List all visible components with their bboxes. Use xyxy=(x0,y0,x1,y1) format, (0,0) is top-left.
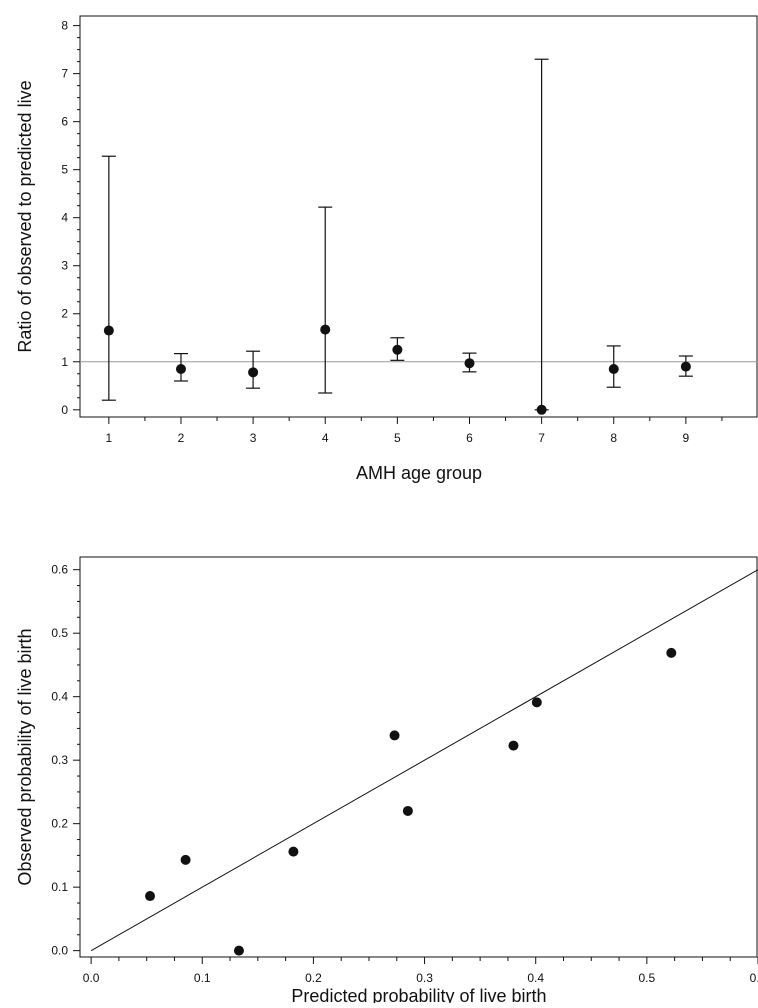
calibration-point xyxy=(508,740,519,751)
ratio-point xyxy=(175,363,186,374)
calibration-x-tick-label: 0.1 xyxy=(194,971,211,985)
calibration-x-tick-label: 0.4 xyxy=(527,971,544,985)
ratio-point xyxy=(464,358,475,369)
ratio-y-tick-label: 4 xyxy=(61,211,68,225)
calibration-point xyxy=(233,945,244,956)
calibration-point xyxy=(666,647,677,658)
calibration-point xyxy=(145,891,156,902)
ratio-x-tick-label: 8 xyxy=(610,431,617,445)
ratio-point xyxy=(103,325,114,336)
ratio-data-marks xyxy=(101,58,693,415)
calibration-point xyxy=(402,805,413,816)
ratio-chart: 0 1 2 3 4 5 6 7 8 1 2 3 4 5 6 7 8 9 AMH age group Ratio o… xyxy=(15,15,758,483)
ratio-y-tick-label: 8 xyxy=(61,19,68,33)
calibration-y-tick-label: 0.4 xyxy=(51,690,68,704)
ratio-x-tick-label: 5 xyxy=(394,431,401,445)
ratio-y-tick-label: 5 xyxy=(61,163,68,177)
ratio-x-tick-label: 6 xyxy=(466,431,473,445)
ratio-x-tick-label: 3 xyxy=(250,431,257,445)
calibration-axis-ticks: 0.0 0.1 0.2 0.3 0.4 0.5 0.6 0.0 0.1 0.2 0.3 0.4 0.5 0… xyxy=(51,563,758,985)
ratio-y-tick-label: 6 xyxy=(61,115,68,129)
calibration-y-tick-label: 0.1 xyxy=(51,880,68,894)
calibration-x-axis-title: Predicted probability of live birth xyxy=(291,986,546,1003)
ratio-y-axis-title: Ratio of observed to predicted live xyxy=(15,80,35,352)
calibration-y-tick-label: 0.6 xyxy=(51,563,68,577)
calibration-x-tick-label: 0.2 xyxy=(305,971,322,985)
ratio-point xyxy=(320,324,331,335)
ratio-y-tick-label: 2 xyxy=(61,307,68,321)
ratio-x-axis-title: AMH age group xyxy=(356,463,482,483)
calibration-x-tick-label: 0.0 xyxy=(83,971,100,985)
calibration-point xyxy=(288,846,299,857)
calibration-identity-line xyxy=(90,569,758,952)
ratio-y-tick-label: 3 xyxy=(61,259,68,273)
ratio-axis-ticks: 0 1 2 3 4 5 6 7 8 1 2 3 4 5 6 7 8 9 xyxy=(61,19,723,445)
ratio-x-tick-label: 2 xyxy=(178,431,185,445)
ratio-x-tick-label: 7 xyxy=(538,431,545,445)
ratio-y-tick-label: 0 xyxy=(61,403,68,417)
ratio-x-tick-label: 1 xyxy=(106,431,113,445)
ratio-point xyxy=(680,361,691,372)
calibration-y-axis-title: Observed probability of live birth xyxy=(15,628,35,885)
calibration-y-tick-label: 0.0 xyxy=(51,944,68,958)
calibration-y-tick-label: 0.2 xyxy=(51,817,68,831)
calibration-chart: 0.0 0.1 0.2 0.3 0.4 0.5 0.6 0.0 0.1 0.2 0.3 0.4 0.5 0… xyxy=(15,556,758,1006)
ratio-point xyxy=(248,367,259,378)
ratio-x-tick-label: 9 xyxy=(683,431,690,445)
calibration-point xyxy=(180,854,191,865)
ratio-plot-frame xyxy=(79,15,758,418)
calibration-y-tick-label: 0.3 xyxy=(51,753,68,767)
calibration-y-tick-label: 0.5 xyxy=(51,626,68,640)
ratio-point xyxy=(536,404,547,415)
calibration-x-tick-label: 0.3 xyxy=(416,971,433,985)
calibration-point xyxy=(389,730,400,741)
ratio-y-tick-label: 7 xyxy=(61,67,68,81)
ratio-y-tick-label: 1 xyxy=(61,355,68,369)
ratio-point xyxy=(608,363,619,374)
ratio-x-tick-label: 4 xyxy=(322,431,329,445)
ratio-point xyxy=(392,344,403,355)
calibration-plot-frame xyxy=(79,556,758,958)
calibration-x-tick-label: 0.6 xyxy=(750,971,758,985)
calibration-point xyxy=(531,697,542,708)
calibration-data-marks xyxy=(145,647,677,956)
calibration-x-tick-label: 0.5 xyxy=(639,971,656,985)
